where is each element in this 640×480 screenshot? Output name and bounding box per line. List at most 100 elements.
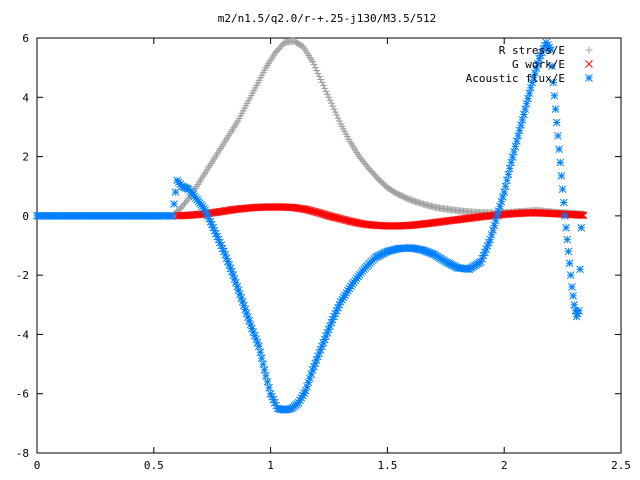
y-tick-label: 6 [22, 32, 29, 45]
data-point [508, 153, 517, 162]
series-1 [173, 203, 588, 230]
data-point [314, 208, 323, 217]
data-point [221, 250, 230, 259]
data-point [326, 96, 334, 104]
data-point [220, 247, 228, 256]
data-point [422, 247, 431, 256]
data-point [268, 392, 276, 401]
data-point [535, 54, 544, 63]
data-point [338, 295, 346, 304]
data-point [443, 258, 452, 267]
data-point [327, 318, 336, 327]
data-point [536, 51, 545, 60]
data-point [229, 271, 238, 279]
x-tick-label: 2 [501, 459, 508, 472]
data-point [504, 170, 513, 179]
data-point [297, 394, 306, 402]
data-point [341, 291, 349, 300]
data-point [545, 43, 554, 52]
data-point [328, 315, 337, 324]
data-point [342, 216, 351, 225]
data-point [322, 87, 330, 95]
data-point [316, 345, 325, 354]
data-point [296, 396, 304, 405]
data-point [452, 263, 460, 271]
data-point [335, 214, 344, 223]
data-point [564, 247, 573, 256]
data-point [503, 176, 511, 185]
data-point [344, 216, 352, 225]
data-point [322, 332, 330, 340]
data-point [249, 328, 258, 336]
data-point [449, 261, 457, 270]
legend-marker [585, 74, 593, 82]
legend-label: G work/E [512, 58, 565, 71]
data-point [547, 46, 555, 54]
data-point [517, 121, 525, 130]
data-point [240, 301, 248, 310]
data-point [310, 61, 318, 69]
data-point [304, 378, 313, 387]
data-point [538, 48, 546, 57]
plot-frame [36, 37, 622, 454]
data-point [450, 262, 459, 271]
data-point [314, 352, 322, 361]
data-point [501, 182, 510, 191]
data-point [482, 245, 491, 253]
y-tick-label: -4 [16, 328, 30, 341]
legend-marker [585, 46, 593, 54]
data-point [347, 282, 355, 291]
data-point [256, 348, 265, 357]
data-point [532, 64, 541, 73]
data-point [550, 91, 559, 100]
data-point [344, 286, 352, 295]
data-point [332, 213, 341, 222]
data-point [336, 214, 345, 223]
data-point [236, 290, 244, 299]
data-point [376, 251, 384, 259]
data-point [496, 202, 504, 211]
data-point [505, 164, 514, 173]
data-point [224, 257, 232, 266]
data-point [494, 207, 503, 215]
data-point [328, 212, 336, 221]
data-point [317, 209, 326, 218]
data-point [575, 306, 583, 315]
data-point [493, 212, 502, 220]
data-point [269, 395, 278, 404]
data-point [238, 297, 247, 306]
data-point [441, 257, 450, 266]
data-point [304, 206, 313, 214]
data-point [418, 246, 427, 254]
data-point [542, 38, 551, 47]
data-point [320, 210, 329, 219]
data-point [321, 84, 329, 92]
data-point [237, 294, 246, 302]
data-point [570, 300, 579, 309]
data-point [310, 362, 318, 371]
data-point [514, 131, 523, 140]
data-point [257, 354, 266, 362]
data-point [331, 309, 340, 318]
data-point [425, 248, 434, 257]
data-point [329, 102, 337, 110]
data-point [345, 217, 354, 225]
data-point [512, 137, 521, 146]
data-point [556, 158, 565, 167]
data-point [569, 292, 577, 300]
data-point [543, 41, 552, 49]
data-point [548, 62, 556, 71]
data-point [246, 320, 255, 329]
data-point [345, 284, 354, 293]
data-point [171, 188, 180, 196]
x-tick-label: 1 [267, 459, 274, 472]
data-point [311, 359, 320, 368]
y-tick-label: -2 [16, 269, 29, 282]
data-point [333, 214, 342, 222]
data-point [208, 220, 216, 229]
data-point [170, 200, 178, 208]
data-point [326, 322, 334, 330]
data-point [379, 249, 387, 258]
data-point [335, 117, 343, 125]
data-point [214, 235, 223, 244]
